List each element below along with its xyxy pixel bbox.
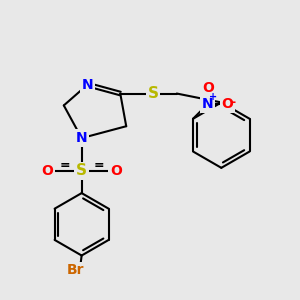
- Text: -: -: [230, 96, 235, 109]
- Text: S: S: [76, 163, 87, 178]
- Text: N: N: [76, 131, 88, 145]
- Text: +: +: [209, 92, 217, 102]
- Text: O: O: [110, 164, 122, 178]
- Text: S: S: [148, 86, 158, 101]
- Text: Br: Br: [67, 263, 84, 278]
- Text: =: =: [59, 159, 70, 172]
- Text: O: O: [221, 97, 233, 111]
- Text: N: N: [202, 97, 214, 111]
- Text: O: O: [202, 81, 214, 94]
- Text: N: N: [82, 78, 93, 92]
- Text: =: =: [93, 159, 104, 172]
- Text: O: O: [41, 164, 53, 178]
